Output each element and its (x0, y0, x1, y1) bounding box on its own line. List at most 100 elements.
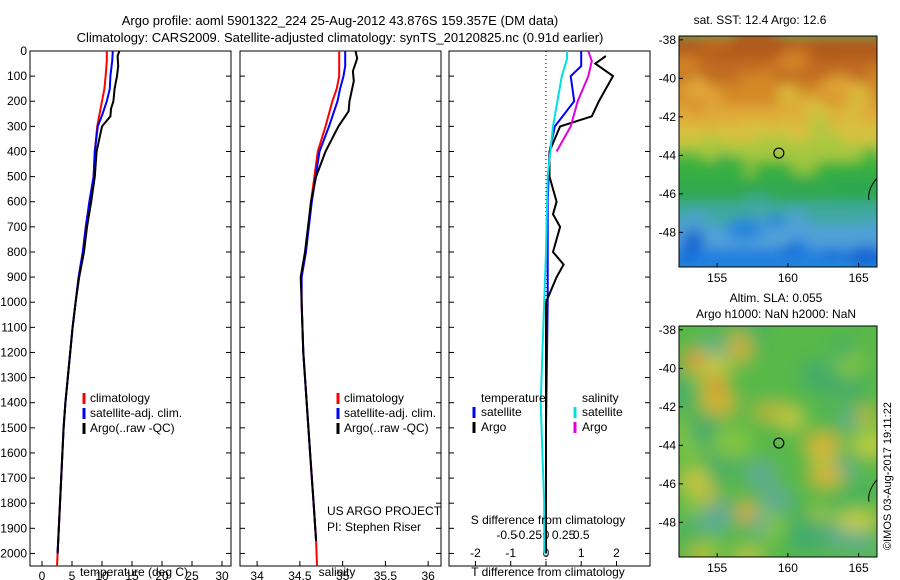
sst-blob (682, 249, 696, 263)
sst-blob (841, 119, 877, 130)
sst-map-title: sat. SST: 12.4 Argo: 12.6 (694, 13, 827, 27)
temperature-panel (29, 50, 232, 567)
salinity-xtick-label: 36 (421, 569, 435, 580)
sla-blob (704, 500, 734, 527)
legend-temperature-title: temperature (481, 391, 546, 405)
depth-tick-label: 0 (20, 44, 27, 58)
timestamp-stamp: ©IMOS 03-Aug-2017 19:11:22 (882, 402, 894, 550)
sla-blob (779, 408, 803, 430)
depth-tick-label: 500 (7, 170, 27, 184)
sla-ytick-label: -42 (659, 400, 677, 414)
legend-entry: Argo (481, 420, 507, 434)
temperature-xtick-label: 10 (95, 569, 109, 580)
salinity-series-group (299, 51, 359, 566)
sst-blob (816, 44, 849, 62)
sst-blob (727, 75, 740, 88)
sla-field (679, 326, 877, 557)
sst-xtick-label: 165 (849, 271, 869, 285)
sla-blob (685, 349, 704, 372)
sla-blob (679, 417, 691, 449)
sla-xtick-label: 160 (778, 561, 798, 575)
sla-blob (815, 407, 838, 420)
sst-blob (694, 51, 711, 69)
sla-frame-outline (678, 325, 878, 558)
difference-xlabel: T difference from climatology (471, 565, 625, 579)
sst-blob (866, 65, 877, 87)
legend-entry: Argo(..raw -QC) (344, 421, 429, 435)
sla-blob (848, 480, 877, 502)
legend-salinity-title: salinity (582, 391, 619, 405)
sst-blob (846, 83, 872, 112)
sla-blob (706, 461, 724, 494)
depth-tick-label: 1200 (0, 345, 27, 359)
sla-xtick-label: 165 (849, 561, 869, 575)
sst-coastline (868, 177, 878, 201)
temperature-xlabel: temperature (deg C) (80, 565, 188, 579)
sst-ytick-label: -48 (659, 225, 677, 239)
temperature-chart: 0 5 10 15 20 25 300100200300400500600700800900… (0, 44, 231, 580)
sla-blob (761, 487, 791, 513)
depth-tick-label: 1400 (0, 396, 27, 410)
depth-tick-label: 1800 (0, 496, 27, 510)
sst-blob (864, 220, 877, 243)
sla-blob (832, 337, 854, 362)
depth-tick-label: 1600 (0, 446, 27, 460)
sla-blob (696, 539, 722, 557)
sla-blob (854, 524, 871, 556)
sst-ytick-label: -40 (659, 71, 677, 85)
depth-tick-label: 200 (7, 94, 27, 108)
sla-ytick-label: -46 (659, 477, 677, 491)
sla-ytick-label: -40 (659, 361, 677, 375)
depth-tick-label: 2000 (0, 546, 27, 560)
depth-tick-label: 1300 (0, 371, 27, 385)
sst-blob (698, 134, 726, 156)
sst-blob (703, 108, 718, 131)
sst-blob (726, 217, 764, 241)
sla-ytick-label: -44 (659, 438, 677, 452)
sst-field (679, 36, 877, 267)
temperature-xtick-label: 5 (69, 569, 76, 580)
sst-blob (739, 194, 775, 216)
salinity-series-2 (299, 51, 359, 541)
sst-map: 155 160 165 -38 -40 -42 -44 -46 -48 (659, 33, 878, 285)
sla-blob (732, 549, 764, 557)
sst-blob (821, 248, 845, 258)
sla-blob (705, 374, 724, 393)
sst-argo-marker (773, 147, 785, 159)
sst-blob (806, 130, 844, 149)
difference-top-tick-label: -0.25 (515, 528, 543, 542)
depth-tick-label: 800 (7, 245, 27, 259)
legend-entry: climatology (90, 391, 150, 405)
difference-top-xlabel: S difference from climatology (471, 513, 626, 527)
sst-field-blur (679, 36, 877, 267)
sla-blob (809, 464, 844, 488)
temperature-xtick-label: 25 (185, 569, 199, 580)
temperature-series-2 (56, 51, 121, 554)
sla-blob (745, 460, 777, 490)
legend-entry: Argo(..raw -QC) (90, 421, 175, 435)
header-line-2: Climatology: CARS2009. Satellite-adjuste… (77, 30, 604, 45)
salinity-xtick-label: 34 (250, 569, 264, 580)
sst-blob (679, 217, 704, 231)
sst-blob (861, 146, 877, 166)
sst-blob (775, 50, 809, 72)
sst-blob (733, 36, 752, 52)
difference-series-2 (539, 51, 569, 554)
sla-map-title: Altim. SLA: 0.055 (730, 291, 823, 305)
salinity-xlabel: salinity (319, 565, 356, 579)
legend-entry: satellite (582, 405, 623, 419)
depth-tick-label: 600 (7, 195, 27, 209)
difference-chart: -2-1012-0.5-0.2500.250.5temperaturesalin… (449, 50, 650, 566)
depth-tick-label: 1000 (0, 295, 27, 309)
sla-blob (840, 407, 858, 432)
sst-frame-outline (678, 35, 878, 268)
sst-blob (777, 246, 804, 255)
depth-tick-label: 300 (7, 119, 27, 133)
legend-entry: satellite-adj. clim. (90, 406, 182, 420)
sla-blob (681, 441, 700, 467)
sst-blob (756, 36, 774, 52)
sla-map-subtitle: Argo h1000: NaN h2000: NaN (696, 307, 856, 321)
sla-field-blur (679, 326, 877, 557)
salinity-xtick-label: 35 (336, 569, 350, 580)
